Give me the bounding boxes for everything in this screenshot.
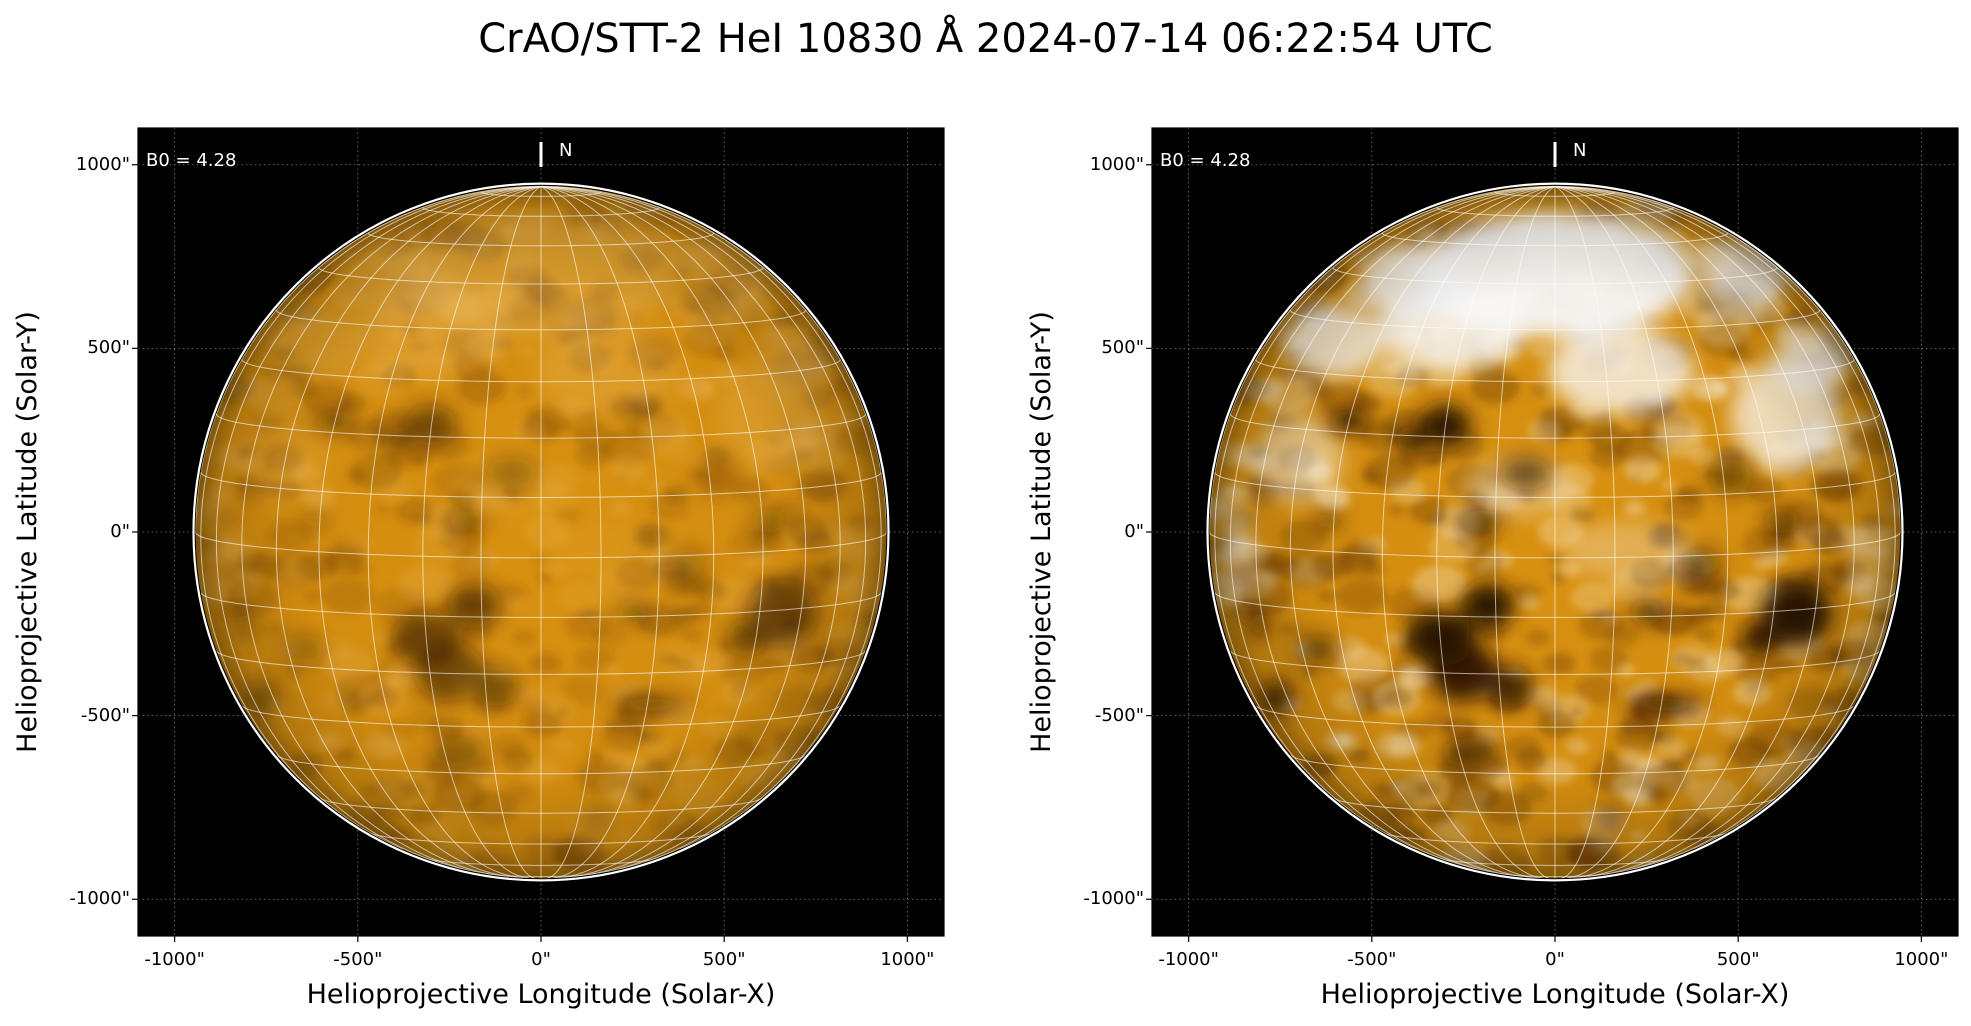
y-tick-label: -1000" [1083,888,1144,910]
b0-label: B0 = 4.28 [146,150,237,171]
y-tick-label: -500" [80,704,130,726]
x-tick-label: 1000" [880,949,935,970]
y-tick-label: -500" [1094,704,1144,726]
y-tick-label: 0" [1124,521,1144,542]
y-tick-label: 1000" [1089,153,1144,175]
heliographic-grid [195,186,887,879]
x-tick-label: 500" [702,949,746,970]
heliographic-grid [1209,186,1901,879]
right-plot-area [1146,127,1959,942]
y-tick-label: -1000" [69,888,130,910]
x-tick-label: 0" [1545,949,1565,970]
x-tick-label: -1000" [144,949,205,970]
x-tick-label: 0" [531,949,551,970]
b0-label: B0 = 4.28 [1160,150,1251,171]
right-panel: -1000" -500" 0" 500" 1000" 1000" 500" 0"… [1014,0,1971,1026]
limb-outline [192,182,890,882]
tick-marks [1146,164,1922,942]
x-axis-label: Helioprojective Longitude (Solar-X) [1320,979,1790,1010]
y-tick-label: 1000" [75,153,130,175]
left-plot-area [132,127,945,942]
y-axis-label: Helioprojective Latitude (Solar-Y) [12,311,43,753]
x-tick-label: -500" [1347,949,1397,970]
x-tick-label: 1000" [1894,949,1949,970]
limb-outline [1206,182,1904,882]
y-tick-label: 0" [110,521,130,542]
y-tick-label: 500" [1101,337,1144,359]
left-panel: -1000" -500" 0" 500" 1000" 1000" 500" 0"… [0,0,985,1026]
figure-title: CrAO/STT-2 HeI 10830 Å 2024-07-14 06:22:… [478,16,1493,62]
y-tick-label: 500" [87,337,130,359]
tick-marks [132,164,908,942]
x-tick-label: 500" [1716,949,1760,970]
north-label: N [1573,140,1587,161]
x-tick-label: -1000" [1158,949,1219,970]
x-axis-label: Helioprojective Longitude (Solar-X) [306,979,776,1010]
north-label: N [559,140,573,161]
x-tick-label: -500" [333,949,383,970]
y-axis-label: Helioprojective Latitude (Solar-Y) [1026,311,1057,753]
